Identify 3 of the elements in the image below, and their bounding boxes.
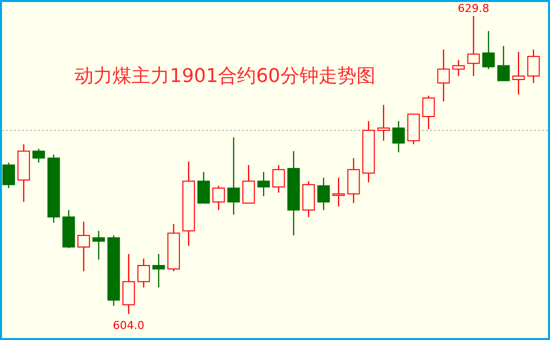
text: 动力煤主力1901合约60分钟走势图 xyxy=(74,65,376,87)
annotation: 629.8 xyxy=(458,2,490,15)
annotation: 604.0 xyxy=(112,319,144,332)
